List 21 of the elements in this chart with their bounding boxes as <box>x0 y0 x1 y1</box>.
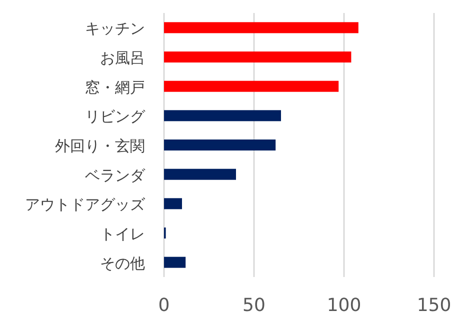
y-tick-label: キッチン <box>85 20 145 38</box>
bar <box>164 80 339 92</box>
x-tick-label: 150 <box>416 295 452 316</box>
y-tick-label: その他 <box>100 254 145 272</box>
y-tick-label: ベランダ <box>85 166 146 184</box>
y-tick-label: リビング <box>85 108 146 126</box>
y-tick-label: 窓・網戸 <box>85 78 145 96</box>
bar <box>164 110 281 122</box>
x-tick-label: 50 <box>242 295 266 316</box>
bar <box>164 22 358 34</box>
bar <box>164 168 236 180</box>
bar <box>164 198 182 210</box>
x-tick-label: 100 <box>326 295 362 316</box>
bar <box>164 52 352 62</box>
y-tick-label: アウトドアグッズ <box>25 196 146 214</box>
y-tick-label: トイレ <box>100 225 145 243</box>
x-tick-label: 0 <box>158 295 170 316</box>
y-tick-label: お風呂 <box>100 49 145 67</box>
y-tick-label: 外回り・玄関 <box>55 137 145 155</box>
bar <box>164 140 276 150</box>
bar <box>164 256 186 268</box>
